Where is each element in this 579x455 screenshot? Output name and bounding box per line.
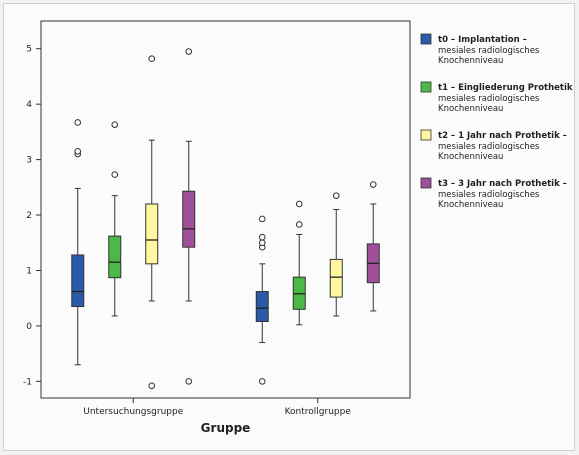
x-tick-label: Kontrollgruppe <box>285 407 352 417</box>
box-group <box>182 48 196 385</box>
outlier-point <box>369 181 377 188</box>
legend-swatch <box>420 129 432 141</box>
legend-sublabel: mesiales radiologisches <box>438 94 540 104</box>
box <box>182 190 196 248</box>
outlier-point <box>111 121 119 128</box>
outlier-point <box>295 221 303 228</box>
box-group <box>366 181 380 312</box>
legend-swatch <box>420 33 432 45</box>
y-tick-label: 0 <box>26 322 32 332</box>
box-group <box>329 192 343 317</box>
y-tick-label: 3 <box>26 156 32 166</box>
legend-item: t2 – 1 Jahr nach Prothetik –mesiales rad… <box>420 129 567 162</box>
boxplot-chart: -1 0 1 2 3 4 5 Gruppe Untersuchungsgruppe Kontr… <box>23 20 576 435</box>
legend-label: t1 – Eingliederung Prothetik – <box>438 83 576 93</box>
legend-label: t3 – 3 Jahr nach Prothetik – <box>438 179 567 189</box>
outlier-point <box>74 119 82 126</box>
outlier-point <box>185 48 193 55</box>
x-axis: Gruppe Untersuchungsgruppe Kontrollgruppe <box>83 398 351 435</box>
legend-sublabel: mesiales radiologisches <box>438 46 540 56</box>
box-group <box>145 55 159 390</box>
outlier-point <box>258 378 266 385</box>
plot-border <box>40 20 411 399</box>
outlier-point <box>111 171 119 178</box>
box <box>255 291 269 322</box>
box-group <box>292 200 306 326</box>
outlier-point <box>258 239 266 247</box>
legend-sublabel: Knochenniveau <box>438 200 503 210</box>
legend-item: t3 – 3 Jahr nach Prothetik –mesiales rad… <box>420 177 567 210</box>
legend-sublabel: Knochenniveau <box>438 152 503 162</box>
box <box>71 254 85 308</box>
outlier-point <box>74 147 82 155</box>
y-tick-label: 1 <box>26 266 32 276</box>
outlier-point <box>332 192 340 199</box>
legend-sublabel: mesiales radiologisches <box>438 190 540 200</box>
x-tick-label: Untersuchungsgruppe <box>83 407 183 417</box>
legend-label: t0 – Implantation – <box>438 35 527 45</box>
outlier-point <box>258 233 266 241</box>
y-tick-label: -1 <box>23 377 32 387</box>
outlier-point <box>258 215 266 223</box>
box <box>145 203 159 265</box>
legend-item: t0 – Implantation –mesiales radiologisch… <box>420 33 540 66</box>
y-axis: -1 0 1 2 3 4 5 <box>23 45 41 387</box>
outlier-point <box>148 382 156 390</box>
box-series <box>71 48 380 390</box>
legend-item: t1 – Eingliederung Prothetik –mesiales r… <box>420 81 576 114</box>
outlier-point <box>295 200 303 208</box>
x-axis-title: Gruppe <box>201 421 251 435</box>
box-group <box>71 119 85 366</box>
box-group <box>255 215 269 385</box>
legend-swatch <box>420 81 432 93</box>
y-tick-label: 5 <box>26 45 32 55</box>
box <box>329 258 343 298</box>
outlier-point <box>185 378 193 385</box>
plot-area <box>40 20 411 399</box>
legend-sublabel: mesiales radiologisches <box>438 142 540 152</box>
box-group <box>108 121 122 317</box>
legend-sublabel: Knochenniveau <box>438 104 503 114</box>
y-tick-label: 2 <box>26 211 32 221</box>
legend: t0 – Implantation –mesiales radiologisch… <box>420 33 576 210</box>
box <box>108 235 122 279</box>
outlier-point <box>148 55 156 63</box>
legend-sublabel: Knochenniveau <box>438 56 503 66</box>
chart-frame: -1 0 1 2 3 4 5 Gruppe Untersuchungsgruppe Kontr… <box>3 3 576 451</box>
legend-swatch <box>420 177 432 189</box>
legend-label: t2 – 1 Jahr nach Prothetik – <box>438 131 567 141</box>
y-tick-label: 4 <box>26 100 32 110</box>
